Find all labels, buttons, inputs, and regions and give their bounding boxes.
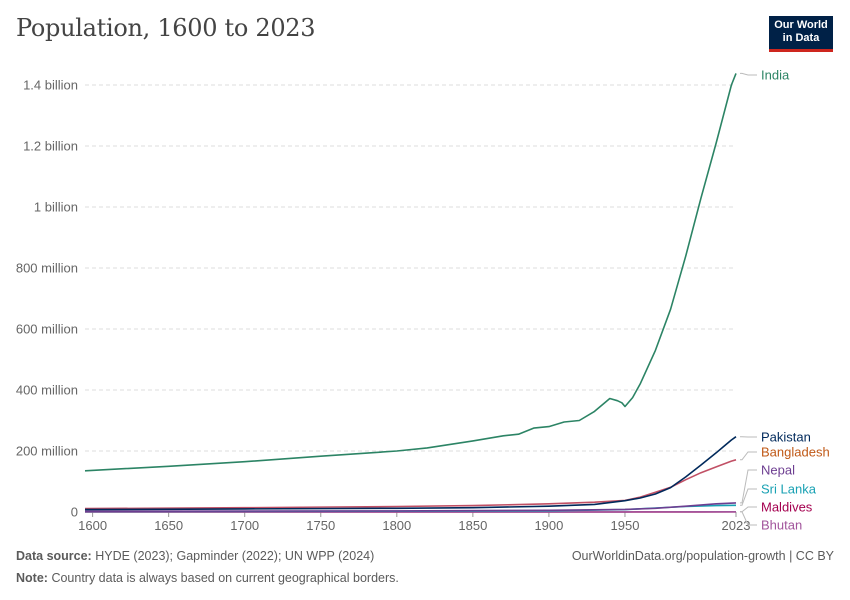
series-lines	[84, 73, 737, 513]
chart-title: Population, 1600 to 2023	[16, 14, 316, 42]
grid-lines	[85, 84, 736, 513]
x-tick-label: 1700	[230, 518, 259, 533]
label-connector	[740, 488, 757, 506]
y-axis-tick-labels: 0 200 million 400 million 600 million 800 mi…	[16, 78, 78, 520]
label-connector	[740, 72, 757, 76]
label-connector	[740, 511, 757, 526]
series-line-nepal[interactable]	[84, 502, 737, 512]
x-tick-label: 1600	[78, 518, 107, 533]
series-line-bangladesh[interactable]	[84, 459, 737, 510]
y-tick-label: 400 million	[16, 383, 78, 398]
series-label-india[interactable]: India	[761, 68, 790, 83]
line-chart: 0 200 million 400 million 600 million 800 mi…	[16, 68, 830, 534]
series-label-pakistan[interactable]: Pakistan	[761, 430, 811, 445]
note-text: Country data is always based on current …	[51, 571, 399, 585]
label-connector	[740, 506, 757, 513]
series-label-bhutan[interactable]: Bhutan	[761, 518, 802, 533]
y-tick-label: 1 billion	[34, 200, 78, 215]
x-tick-label: 1750	[306, 518, 335, 533]
series-label-bangladesh[interactable]: Bangladesh	[761, 445, 830, 460]
y-tick-label: 0	[71, 505, 78, 520]
series-label-sri-lanka[interactable]: Sri Lanka	[761, 482, 817, 497]
chart-note: Note: Country data is always based on cu…	[16, 571, 399, 585]
y-tick-label: 200 million	[16, 444, 78, 459]
data-source: Data source: HYDE (2023); Gapminder (202…	[16, 549, 374, 563]
x-tick-label: 1900	[534, 518, 563, 533]
x-axis-tick-labels: 1600 1650 1700 1750 1800 1850 1900 1950 2023	[78, 512, 750, 533]
note-label: Note:	[16, 571, 48, 585]
source-url-link[interactable]: OurWorldinData.org/population-growth | C…	[571, 549, 834, 563]
label-connector	[740, 451, 757, 461]
series-line-india[interactable]	[84, 73, 737, 472]
source-text: HYDE (2023); Gapminder (2022); UN WPP (2…	[95, 549, 375, 563]
series-line-pakistan[interactable]	[84, 436, 737, 511]
y-tick-label: 600 million	[16, 322, 78, 337]
x-tick-label: 1650	[154, 518, 183, 533]
source-label: Data source:	[16, 549, 92, 563]
x-tick-label: 1800	[382, 518, 411, 533]
x-tick-label: 1850	[458, 518, 487, 533]
owid-logo[interactable]: Our World in Data	[769, 16, 833, 52]
logo-line1: Our World	[774, 19, 828, 31]
x-tick-label: 1950	[611, 518, 640, 533]
y-tick-label: 1.4 billion	[23, 78, 78, 93]
y-tick-label: 800 million	[16, 261, 78, 276]
logo-line2: in Data	[782, 32, 820, 44]
y-tick-label: 1.2 billion	[23, 139, 78, 154]
series-label-maldives[interactable]: Maldives	[761, 500, 813, 515]
label-connector	[740, 469, 757, 504]
series-label-nepal[interactable]: Nepal	[761, 463, 795, 478]
x-tick-label: 2023	[722, 518, 751, 533]
